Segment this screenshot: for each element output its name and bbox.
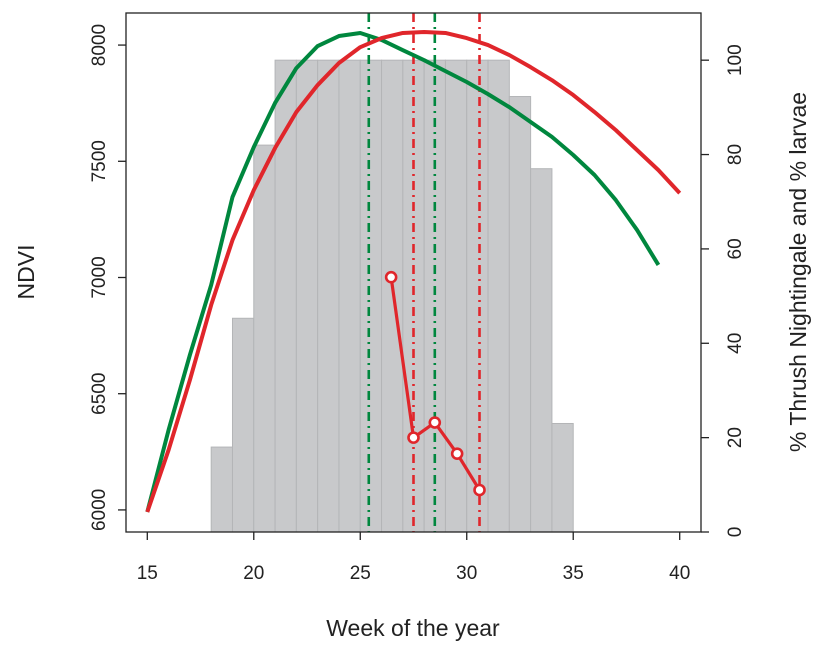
y-tick-label: 7000 bbox=[89, 256, 110, 298]
histogram-bar bbox=[317, 59, 340, 533]
x-tick-label: 15 bbox=[137, 563, 158, 584]
histogram-bar bbox=[359, 59, 383, 533]
y-tick-label: 8000 bbox=[89, 24, 110, 66]
point bbox=[450, 447, 464, 460]
histogram-bar bbox=[295, 59, 319, 533]
y2-axis-title: % Thrush Nightingale and % larvae bbox=[785, 92, 811, 452]
x-tick-label: 25 bbox=[350, 563, 371, 584]
point bbox=[428, 416, 442, 429]
y2-tick-label: 20 bbox=[725, 427, 746, 448]
histogram-bar bbox=[210, 446, 233, 533]
series-line bbox=[145, 30, 682, 513]
y-tick-label: 6000 bbox=[89, 489, 110, 531]
point bbox=[384, 270, 398, 284]
x-axis-title: Week of the year bbox=[326, 615, 500, 641]
y-axis-title: NDVI bbox=[13, 245, 39, 300]
y2-tick-label: 40 bbox=[725, 333, 746, 354]
point bbox=[407, 431, 420, 444]
y-tick-label: 6500 bbox=[89, 373, 110, 415]
plot-frame bbox=[125, 12, 702, 533]
series-line bbox=[145, 30, 661, 513]
histogram-bar bbox=[466, 59, 489, 533]
y2-tick-label: 80 bbox=[725, 144, 746, 165]
y-tick-label: 7500 bbox=[89, 140, 110, 182]
x-tick-label: 35 bbox=[563, 563, 584, 584]
y2-tick-label: 0 bbox=[725, 527, 746, 538]
histogram-bar bbox=[530, 168, 553, 533]
y2-tick-label: 60 bbox=[725, 238, 746, 259]
histogram-bar bbox=[508, 96, 532, 533]
histogram-bar bbox=[231, 317, 255, 533]
point bbox=[473, 483, 486, 497]
y2-tick-label: 100 bbox=[725, 44, 746, 76]
histogram-bar bbox=[338, 59, 361, 533]
x-tick-label: 30 bbox=[456, 563, 477, 584]
x-tick-label: 40 bbox=[669, 563, 690, 584]
histogram-bar bbox=[551, 422, 574, 533]
x-tick-label: 20 bbox=[243, 563, 264, 584]
histogram-bar bbox=[487, 59, 510, 533]
histogram-bar bbox=[253, 144, 276, 533]
